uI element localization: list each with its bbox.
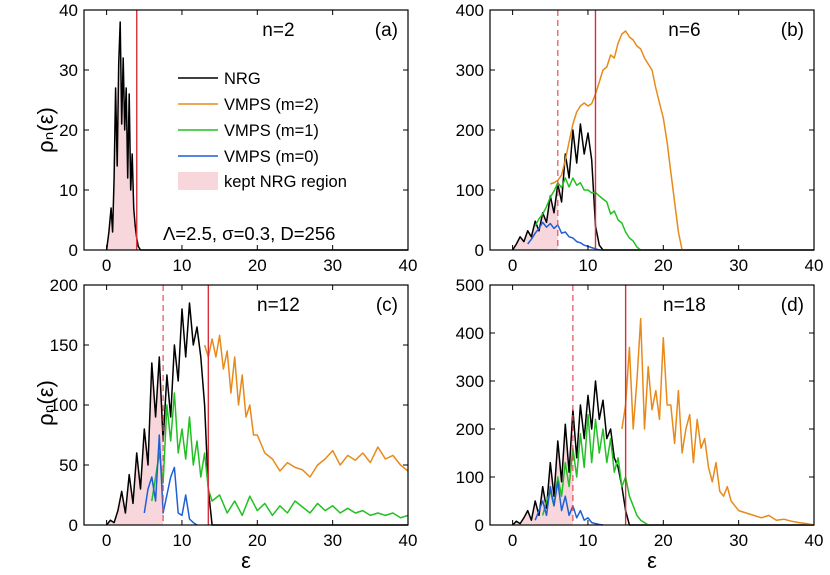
y-tick-label-200-b: 200: [456, 121, 484, 140]
x-tick-label-30-a: 30: [323, 256, 342, 275]
series-vmps-m-0-d: [534, 481, 604, 526]
y-tick-label-20-a: 20: [59, 121, 78, 140]
y-tick-label-100-d: 100: [456, 468, 484, 487]
x-tick-label-30-b: 30: [729, 256, 748, 275]
legend-label-vmps-m2: VMPS (m=2): [224, 96, 319, 114]
x-axis-label-right: ε: [647, 548, 657, 573]
y-tick-label-0-a: 0: [69, 241, 78, 260]
parameter-annotation: Λ=2.5, σ=0.3, D=256: [163, 223, 335, 244]
x-tick-label-10-c: 10: [172, 531, 191, 550]
x-tick-label-20-b: 20: [654, 256, 673, 275]
y-tick-label-150-c: 150: [50, 336, 78, 355]
y-tick-label-40-a: 40: [59, 1, 78, 20]
y-tick-label-0-b: 0: [475, 241, 484, 260]
n-label-a: n=2: [262, 20, 294, 41]
x-tick-label-10-d: 10: [578, 531, 597, 550]
y-tick-label-500-d: 500: [456, 276, 484, 295]
n-label-d: n=18: [663, 295, 706, 316]
y-tick-label-0-c: 0: [69, 516, 78, 535]
n-label-c: n=12: [257, 295, 300, 316]
y-tick-label-100-b: 100: [456, 181, 484, 200]
axes-frame-d: [489, 284, 815, 526]
y-axis-label-top: ρₙ(ε): [33, 107, 58, 153]
x-tick-label-30-d: 30: [729, 531, 748, 550]
series-vmps-m-2-c: [203, 334, 409, 478]
x-tick-label-0-c: 0: [102, 531, 111, 550]
kept-region-b: [512, 184, 558, 250]
x-tick-label-40-a: 40: [399, 256, 418, 275]
series-vmps-m-2-d: [621, 317, 815, 526]
x-tick-label-40-d: 40: [805, 531, 824, 550]
x-tick-label-40-c: 40: [399, 531, 418, 550]
series-vmps-m-0-b: [527, 221, 603, 251]
legend-label-vmps-m0: VMPS (m=0): [224, 148, 319, 166]
y-tick-label-50-c: 50: [59, 456, 78, 475]
x-axis-label-left: ε: [241, 548, 251, 573]
x-tick-label-0-d: 0: [508, 531, 517, 550]
kept-region-c: [106, 357, 164, 525]
legend-swatch-kept-region: [178, 172, 218, 190]
panel-label-b: (b): [781, 20, 804, 41]
series-vmps-m-1-d: [541, 413, 649, 526]
y-tick-label-400-d: 400: [456, 324, 484, 343]
y-tick-label-0-d: 0: [475, 516, 484, 535]
axes-frame-b: [489, 9, 815, 251]
n-label-b: n=6: [668, 20, 700, 41]
series-vmps-m-1-b: [534, 177, 642, 251]
y-tick-label-30-a: 30: [59, 61, 78, 80]
x-tick-label-40-b: 40: [805, 256, 824, 275]
panel-a: 0 10 20 30 40 0 10 20 30 40 n=2 (a): [59, 1, 417, 275]
series-nrg-b: [511, 123, 814, 251]
x-tick-label-20-a: 20: [248, 256, 267, 275]
y-tick-label-200-c: 200: [50, 276, 78, 295]
x-tick-label-10-a: 10: [172, 256, 191, 275]
x-tick-label-30-c: 30: [323, 531, 342, 550]
legend-label-vmps-m1: VMPS (m=1): [224, 122, 319, 140]
x-tick-label-20-c: 20: [248, 531, 267, 550]
legend-label-kept-region: kept NRG region: [224, 173, 347, 191]
panel-label-a: (a): [375, 20, 398, 41]
y-tick-label-10-a: 10: [59, 181, 78, 200]
y-axis-label-bottom: ρₙ(ε): [33, 380, 58, 426]
series-vmps-m-0-c: [143, 434, 198, 526]
axes-frame-c: [83, 284, 409, 526]
y-tick-label-400-b: 400: [456, 1, 484, 20]
y-tick-label-100-c: 100: [50, 396, 78, 415]
legend: NRG VMPS (m=2) VMPS (m=1) VMPS (m=0) kep…: [178, 70, 347, 191]
series-nrg-c: [106, 302, 408, 526]
y-tick-label-200-d: 200: [456, 420, 484, 439]
series-vmps-m-1-c: [151, 392, 409, 519]
y-tick-label-300-d: 300: [456, 372, 484, 391]
panel-label-c: (c): [376, 295, 398, 316]
panel-label-d: (d): [781, 295, 804, 316]
y-tick-label-300-b: 300: [456, 61, 484, 80]
panel-c: 0 10 20 30 40 0 50 100 150 200 n=12 (c): [50, 276, 418, 550]
x-tick-label-0-a: 0: [102, 256, 111, 275]
x-tick-label-0-b: 0: [508, 256, 517, 275]
x-tick-label-10-b: 10: [578, 256, 597, 275]
series-vmps-m-2-b: [550, 30, 686, 251]
kept-region-d: [512, 409, 573, 525]
legend-label-nrg: NRG: [224, 70, 261, 88]
x-tick-label-20-d: 20: [654, 531, 673, 550]
